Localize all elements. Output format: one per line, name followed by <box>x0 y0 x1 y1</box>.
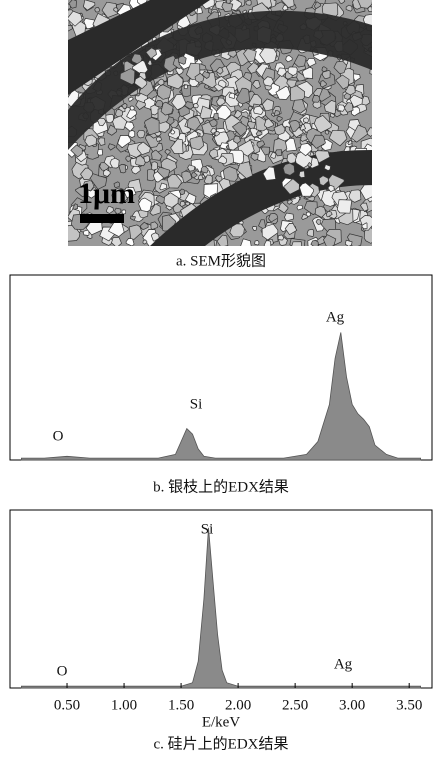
crystal <box>255 241 259 246</box>
crystal <box>156 101 163 108</box>
caption: c. 硅片上的EDX结果 <box>154 735 289 752</box>
crystal <box>303 118 308 123</box>
peak-label: O <box>57 663 68 679</box>
peak-label: Si <box>190 396 203 412</box>
x-tick-label: 3.50 <box>396 697 422 713</box>
crystal <box>299 171 305 178</box>
crystal <box>111 238 122 248</box>
figure: 1μm a. SEM形貌图 O Si Ag b. 银枝上的EDX结果 Si O Ag 0.50… <box>0 0 443 762</box>
peak-label: Ag <box>326 309 345 325</box>
spectrum <box>21 332 420 460</box>
crystal <box>95 7 100 12</box>
crystal <box>278 235 284 240</box>
x-tick-label: 1.50 <box>168 697 194 713</box>
x-tick-label: 2.00 <box>225 697 251 713</box>
crystal <box>311 240 318 248</box>
x-tick-label: 1.00 <box>111 697 137 713</box>
spectrum <box>21 528 420 688</box>
scale-bar <box>80 214 124 223</box>
crystal <box>312 96 320 103</box>
caption: a. SEM形貌图 <box>176 252 266 269</box>
x-tick-label: 3.00 <box>339 697 365 713</box>
crystal <box>116 109 123 116</box>
crystal <box>229 93 235 98</box>
crystal <box>129 130 135 137</box>
crystal <box>274 110 279 115</box>
x-tick-label: 0.50 <box>54 697 80 713</box>
peak-label: Ag <box>334 656 353 672</box>
crystal <box>246 0 251 5</box>
x-axis-label: E/keV <box>202 714 240 730</box>
crystal <box>307 229 313 236</box>
crystal <box>122 210 126 214</box>
crystal <box>190 136 204 150</box>
crystal <box>193 103 198 108</box>
x-tick-label: 2.50 <box>282 697 308 713</box>
crystal <box>144 156 150 163</box>
peak-label: Si <box>201 521 214 537</box>
crystal <box>98 149 103 155</box>
crystal <box>66 4 71 9</box>
crystal <box>152 162 158 170</box>
crystal <box>283 163 295 175</box>
scale-label: 1μm <box>78 177 135 210</box>
caption: b. 银枝上的EDX结果 <box>153 478 289 495</box>
crystal <box>338 105 345 112</box>
crystal <box>292 242 302 252</box>
crystal <box>337 200 352 214</box>
crystal <box>184 85 187 89</box>
crystal <box>130 106 134 110</box>
crystal <box>137 130 145 138</box>
peak-label: O <box>53 428 64 444</box>
